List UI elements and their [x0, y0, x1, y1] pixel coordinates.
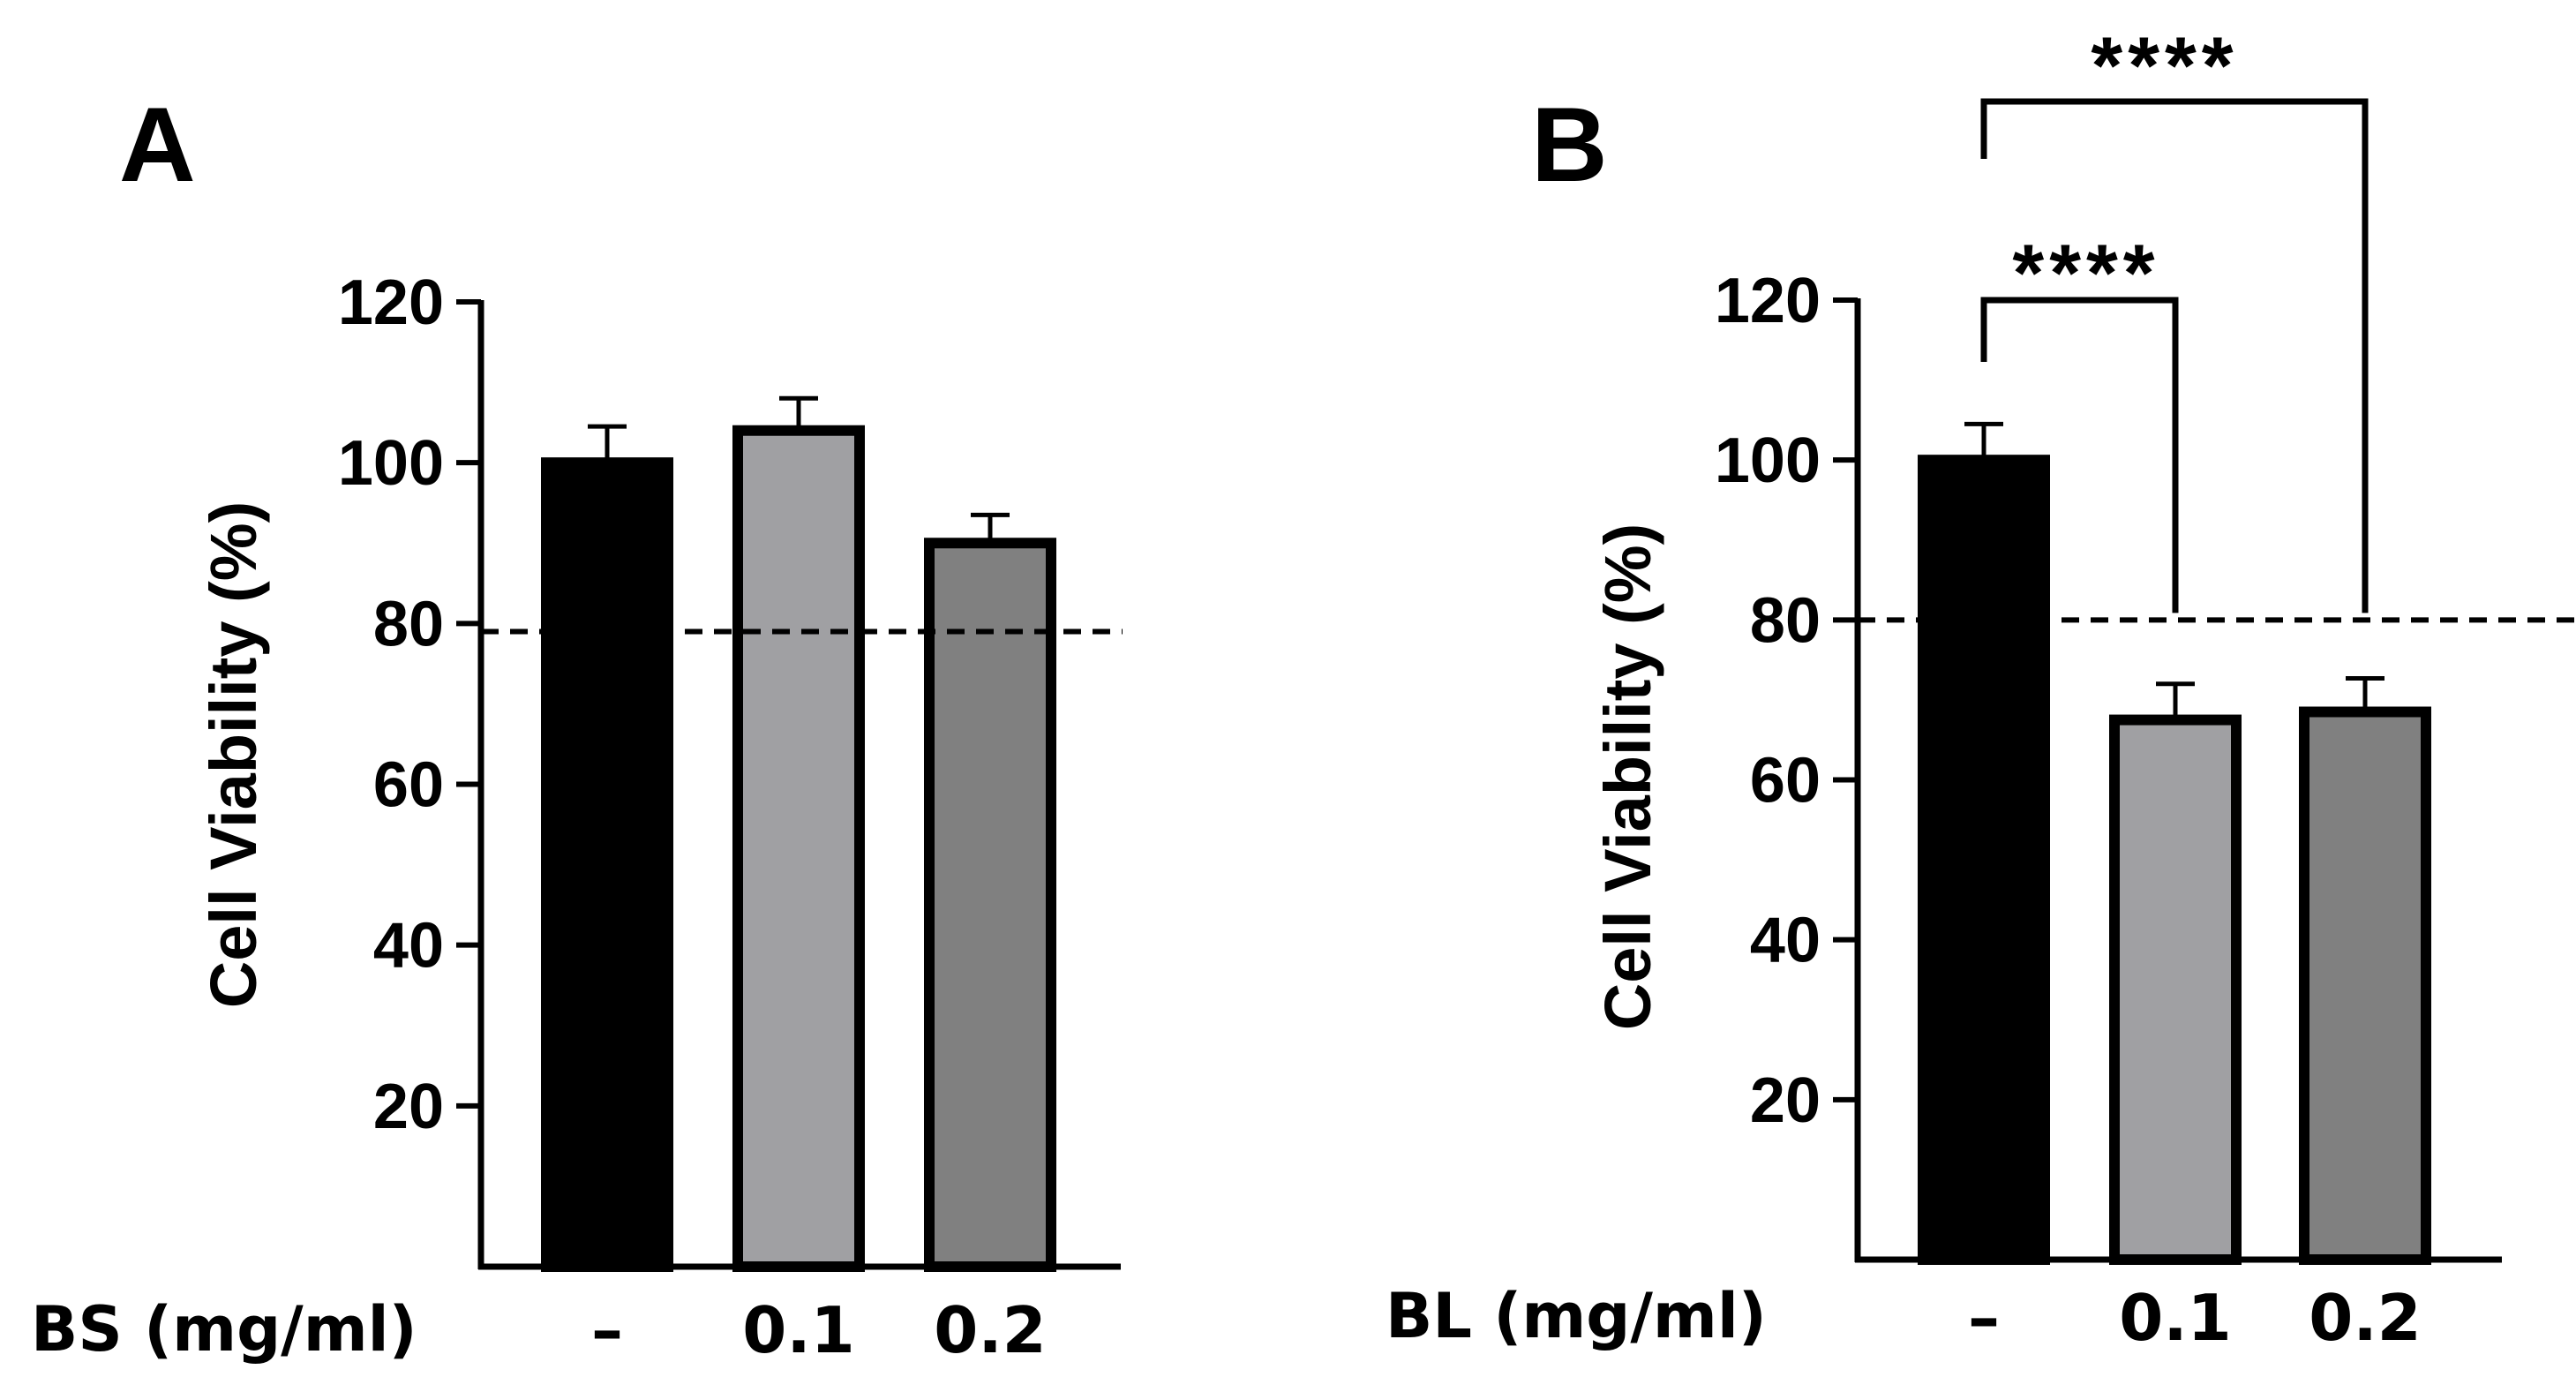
y-tick-label: 120: [338, 267, 444, 338]
y-tick-label: 60: [1750, 746, 1821, 816]
x-axis-label: BL (mg/ml): [1386, 1280, 1767, 1352]
panel-b: B Cell Viability (%) BL (mg/ml) 20 40 60 80…: [1386, 21, 2576, 1355]
category-label: 0.2: [2309, 1281, 2422, 1355]
bar: [732, 425, 865, 1272]
y-axis-label: Cell Viability (%): [197, 501, 270, 1008]
panel-a: A Cell Viability (%) BS (mg/ml) 20 40 60 80…: [31, 86, 1123, 1367]
y-axis-label: Cell Viability (%): [1591, 523, 1664, 1030]
category-label: –: [1968, 1281, 2000, 1355]
category-label: 0.2: [934, 1293, 1047, 1367]
bar: [2299, 706, 2431, 1265]
y-tick-label: 80: [1750, 585, 1821, 656]
y-tick-label: 100: [338, 428, 444, 499]
bar: [541, 457, 673, 1272]
significance-bracket: [1980, 297, 2179, 613]
category-label: 0.1: [2119, 1281, 2232, 1355]
category-label: 0.1: [742, 1293, 855, 1367]
significance-label: ****: [2091, 21, 2238, 111]
x-axis-label: BS (mg/ml): [31, 1293, 417, 1366]
y-tick-label: 40: [1750, 906, 1821, 976]
bar: [924, 538, 1056, 1272]
y-tick-label: 100: [1715, 425, 1821, 496]
y-tick-label: 80: [373, 589, 444, 659]
y-tick-label: 40: [373, 911, 444, 982]
panel-label: A: [119, 86, 196, 204]
bar: [2109, 714, 2242, 1265]
panel-label: B: [1531, 86, 1608, 204]
significance-label: ****: [2012, 229, 2159, 319]
y-tick-label: 60: [373, 750, 444, 821]
y-tick-label: 120: [1715, 266, 1821, 336]
bar: [1918, 455, 2050, 1265]
y-tick-label: 20: [373, 1072, 444, 1142]
significance-bracket: [1980, 98, 2369, 613]
y-tick-label: 20: [1750, 1065, 1821, 1136]
category-label: –: [591, 1293, 623, 1367]
